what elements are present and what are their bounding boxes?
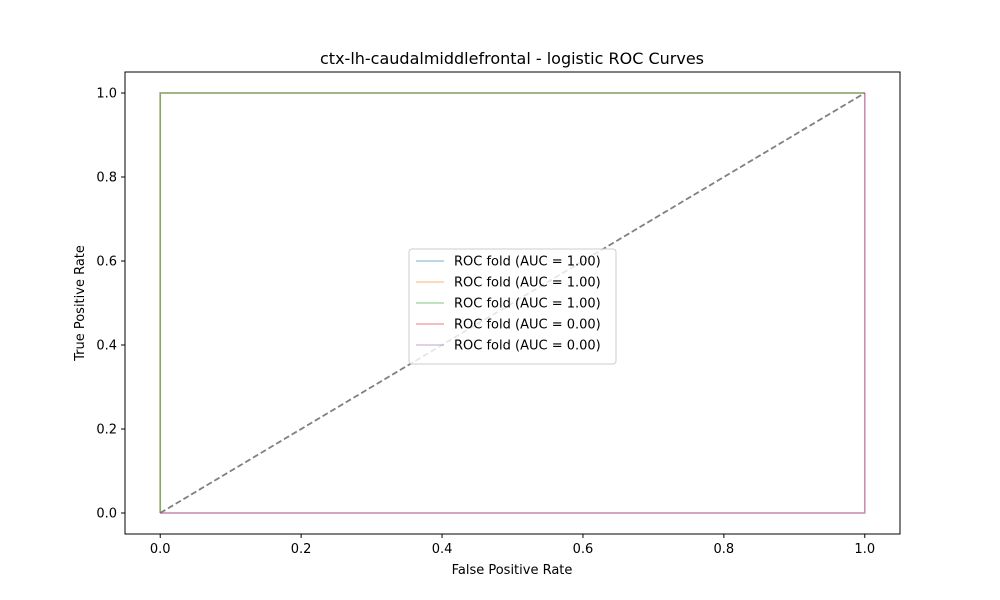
legend-entry-label: ROC fold (AUC = 0.00) bbox=[454, 318, 601, 333]
y-tick-label: 0.6 bbox=[96, 255, 117, 270]
roc-series-line-2 bbox=[159, 92, 865, 513]
y-tick-label: 0.0 bbox=[96, 507, 117, 522]
y-tick-label: 0.2 bbox=[96, 423, 117, 438]
roc-series-line-5 bbox=[160, 93, 866, 514]
roc-series-line-4 bbox=[160, 93, 866, 514]
x-tick-label: 0.8 bbox=[714, 542, 735, 557]
chart-title: ctx-lh-caudalmiddlefrontal - logistic RO… bbox=[320, 49, 704, 68]
y-axis-label: True Positive Rate bbox=[73, 245, 88, 362]
axis-ticks: 0.0 0.2 0.4 0.6 0.8 1.0 0.0 0.2 0.4 0.6 0.8 1.0 bbox=[96, 87, 875, 558]
legend-entry-label: ROC fold (AUC = 0.00) bbox=[454, 339, 601, 354]
legend-entry-label: ROC fold (AUC = 1.00) bbox=[454, 255, 601, 270]
legend-entry-label: ROC fold (AUC = 1.00) bbox=[454, 276, 601, 291]
legend-entry-label: ROC fold (AUC = 1.00) bbox=[454, 297, 601, 312]
roc-series-line-1 bbox=[159, 92, 865, 513]
x-tick-label: 0.6 bbox=[573, 542, 594, 557]
x-tick-label: 1.0 bbox=[854, 542, 875, 557]
legend: ROC fold (AUC = 1.00) ROC fold (AUC = 1.0… bbox=[408, 248, 617, 365]
roc-series-line-3 bbox=[159, 92, 865, 513]
x-axis-label: False Positive Rate bbox=[452, 563, 573, 578]
y-tick-label: 1.0 bbox=[96, 87, 117, 102]
y-tick-label: 0.4 bbox=[96, 339, 117, 354]
x-tick-label: 0.4 bbox=[432, 542, 453, 557]
x-tick-label: 0.0 bbox=[150, 542, 171, 557]
y-tick-label: 0.8 bbox=[96, 171, 117, 186]
x-tick-label: 0.2 bbox=[291, 542, 312, 557]
legend-box bbox=[408, 248, 617, 365]
axes-frame bbox=[124, 71, 901, 535]
